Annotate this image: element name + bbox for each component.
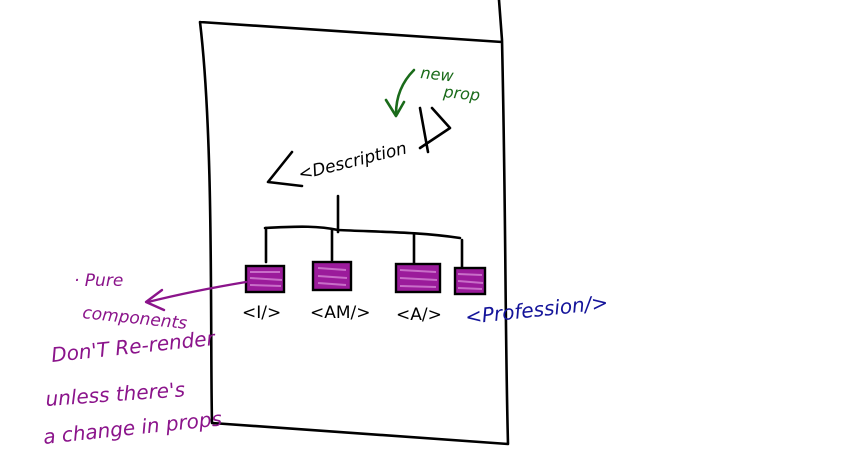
child-box-3 <box>394 262 442 294</box>
child-label-1: <I/> <box>242 303 281 323</box>
pure-components-arrow <box>146 280 248 304</box>
root-component-open-bracket <box>266 150 304 188</box>
pure-annotation-line5: a change in props <box>42 406 223 449</box>
paper-sheet-outline <box>198 0 510 446</box>
child-label-4: <Profession/> <box>464 290 609 329</box>
new-prop-arrowhead <box>384 98 406 118</box>
child-box-4 <box>453 266 487 296</box>
new-prop-line1: new <box>420 63 456 85</box>
pure-components-arrowhead <box>144 288 166 312</box>
new-prop-arrow <box>394 68 416 116</box>
child-label-3: <A/> <box>396 305 442 325</box>
child-box-2 <box>311 260 353 292</box>
root-component-close-bracket <box>418 106 452 154</box>
child-label-2: <AM/> <box>310 303 371 323</box>
root-component-label: <Description <box>296 139 409 185</box>
child-box-1 <box>244 264 286 294</box>
new-prop-line2: prop <box>442 82 481 105</box>
pure-annotation-line3: Don'T Re-render <box>50 326 218 367</box>
tree-horizontal-bar <box>263 225 462 240</box>
pure-annotation-line1: · Pure <box>74 271 123 291</box>
pure-annotation-line4: unless there's <box>45 377 186 411</box>
